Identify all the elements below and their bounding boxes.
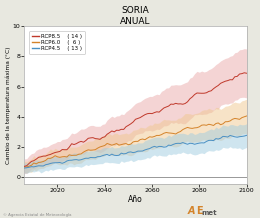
Y-axis label: Cambio de la temperatura máxima (°C): Cambio de la temperatura máxima (°C) xyxy=(5,47,11,164)
Text: met: met xyxy=(202,210,217,216)
Title: SORIA
ANUAL: SORIA ANUAL xyxy=(120,5,151,26)
Legend: RCP8.5    ( 14 ), RCP6.0    (  6 ), RCP4.5    ( 13 ): RCP8.5 ( 14 ), RCP6.0 ( 6 ), RCP4.5 ( 13… xyxy=(29,31,85,54)
Text: E: E xyxy=(196,206,203,216)
Text: A: A xyxy=(187,206,195,216)
Text: © Agencia Estatal de Meteorología: © Agencia Estatal de Meteorología xyxy=(3,213,71,217)
X-axis label: Año: Año xyxy=(128,195,143,204)
